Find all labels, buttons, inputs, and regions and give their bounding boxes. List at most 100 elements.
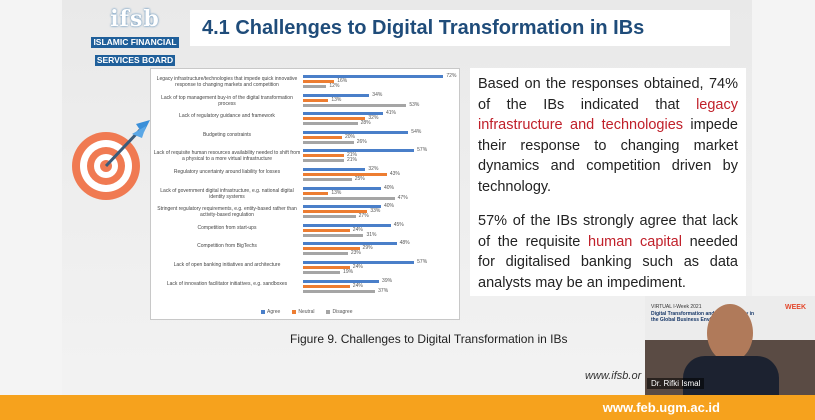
bar-disagree xyxy=(303,159,344,163)
bar-disagree xyxy=(303,233,364,237)
bar-disagree xyxy=(303,103,407,107)
bar-value-label: 24% xyxy=(352,282,363,289)
ifsb-url: www.ifsb.or xyxy=(585,370,642,382)
event-badge: WEEK xyxy=(785,304,806,311)
bar-value-label: 19% xyxy=(343,269,354,275)
bar-value-label: 13% xyxy=(331,189,342,196)
bar-value-label: 48% xyxy=(399,240,410,247)
bar-value-label: 23% xyxy=(350,250,361,257)
bar-disagree xyxy=(303,122,358,126)
bar-value-label: 16% xyxy=(337,78,348,84)
bar-agree xyxy=(303,242,397,246)
bar-neutral xyxy=(303,191,329,195)
bar-value-label: 28% xyxy=(360,120,371,127)
legend-disagree: Disagree xyxy=(326,309,352,315)
bar-neutral xyxy=(303,80,335,83)
bar-value-label: 29% xyxy=(362,245,373,252)
bar-agree xyxy=(303,75,444,78)
highlight-human-capital: human capital xyxy=(588,233,682,250)
bar-neutral xyxy=(303,247,360,251)
bar-value-label: 40% xyxy=(384,203,395,210)
presenter-head xyxy=(707,304,753,362)
bar-value-label: 24% xyxy=(352,226,363,233)
bar-agree xyxy=(303,112,383,116)
bar-neutral xyxy=(303,266,350,269)
logo-org-line1: ISLAMIC FINANCIAL xyxy=(91,37,179,48)
bar-agree xyxy=(303,261,415,264)
bar-agree xyxy=(303,186,381,190)
slide-title: 4.1 Challenges to Digital Transformation… xyxy=(202,16,645,39)
target-icon xyxy=(72,120,150,200)
bar-neutral xyxy=(303,98,329,102)
bar-agree xyxy=(303,168,366,171)
bar-value-label: 31% xyxy=(366,231,377,238)
legend-agree: Agree xyxy=(261,309,280,315)
bar-agree xyxy=(303,223,391,227)
category-label: Legacy infrastructure/technologies that … xyxy=(156,76,298,88)
bar-value-label: 72% xyxy=(446,73,457,79)
bar-value-label: 27% xyxy=(358,213,369,220)
bar-value-label: 57% xyxy=(417,147,428,154)
bar-value-label: 37% xyxy=(378,287,389,294)
category-label: Lack of government digital infrastructur… xyxy=(160,187,294,200)
bar-agree xyxy=(303,279,380,283)
bar-value-label: 57% xyxy=(417,259,428,265)
category-label: Lack of innovation facilitator initiativ… xyxy=(166,280,288,287)
ifsb-logo: ifsb ISLAMIC FINANCIAL SERVICES BOARD xyxy=(75,6,195,66)
bar-value-label: 39% xyxy=(382,277,393,284)
bar-neutral xyxy=(303,154,344,158)
category-label: Competition from BigTechs xyxy=(197,243,257,250)
bar-disagree xyxy=(303,178,352,181)
bar-disagree xyxy=(303,252,348,256)
legend-neutral: Neutral xyxy=(292,309,314,315)
bar-agree xyxy=(303,130,409,134)
bar-disagree xyxy=(303,215,356,219)
bar-disagree xyxy=(303,140,354,144)
bar-value-label: 25% xyxy=(354,176,365,182)
bar-value-label: 47% xyxy=(397,194,408,201)
presenter-name: Dr. Rifki Ismal xyxy=(647,378,705,389)
bar-value-label: 21% xyxy=(346,157,357,164)
bar-agree xyxy=(303,149,415,153)
bar-neutral xyxy=(303,228,350,232)
bar-value-label: 45% xyxy=(393,221,404,228)
category-label: Lack of requisite human resources availa… xyxy=(153,150,301,163)
category-label: Lack of top management buy-in of the dig… xyxy=(161,94,293,107)
paragraph-human-capital: 57% of the IBs strongly agree that lack … xyxy=(478,213,738,291)
bar-value-label: 34% xyxy=(372,91,383,98)
bar-value-label: 32% xyxy=(368,166,379,172)
category-label: Budgeting constraints xyxy=(202,131,252,138)
bar-disagree xyxy=(303,289,376,293)
bar-value-label: 43% xyxy=(389,171,400,177)
bar-neutral xyxy=(303,135,342,139)
category-label: Lack of regulatory guidance and framewor… xyxy=(179,113,275,120)
bar-value-label: 13% xyxy=(331,96,342,103)
presenter-video: VIRTUAL I-Week 2021 Digital Transformati… xyxy=(645,296,815,396)
bar-disagree xyxy=(303,271,341,274)
bar-disagree xyxy=(303,196,395,200)
category-label: Regulatory uncertainty around liability … xyxy=(173,169,281,175)
presenter-body xyxy=(683,356,779,396)
bar-value-label: 12% xyxy=(329,83,340,89)
bar-value-label: 54% xyxy=(411,128,422,135)
logo-org-line2: SERVICES BOARD xyxy=(94,55,176,66)
bar-disagree xyxy=(303,85,327,88)
bar-value-label: 24% xyxy=(352,264,363,270)
figure-caption: Figure 9. Challenges to Digital Transfor… xyxy=(290,332,568,346)
bar-value-label: 20% xyxy=(345,133,356,140)
bar-neutral xyxy=(303,173,387,176)
category-label: Competition from start-ups xyxy=(197,224,257,231)
bar-neutral xyxy=(303,284,350,288)
category-label: Lack of open banking initiatives and arc… xyxy=(173,262,281,268)
chart-legend: Agree Neutral Disagree xyxy=(261,309,352,315)
title-bar: 4.1 Challenges to Digital Transformation… xyxy=(190,10,730,46)
bar-value-label: 40% xyxy=(384,184,395,191)
bar-value-label: 41% xyxy=(385,110,396,117)
footer-url: www.feb.ugm.ac.id xyxy=(602,400,720,415)
bar-value-label: 26% xyxy=(356,138,367,145)
bar-agree xyxy=(303,93,370,97)
paragraph-legacy: Based on the responses obtained, 74% of … xyxy=(478,76,738,195)
bar-value-label: 53% xyxy=(409,101,420,108)
bar-neutral xyxy=(303,117,366,121)
footer-bar: www.feb.ugm.ac.id xyxy=(0,395,815,420)
